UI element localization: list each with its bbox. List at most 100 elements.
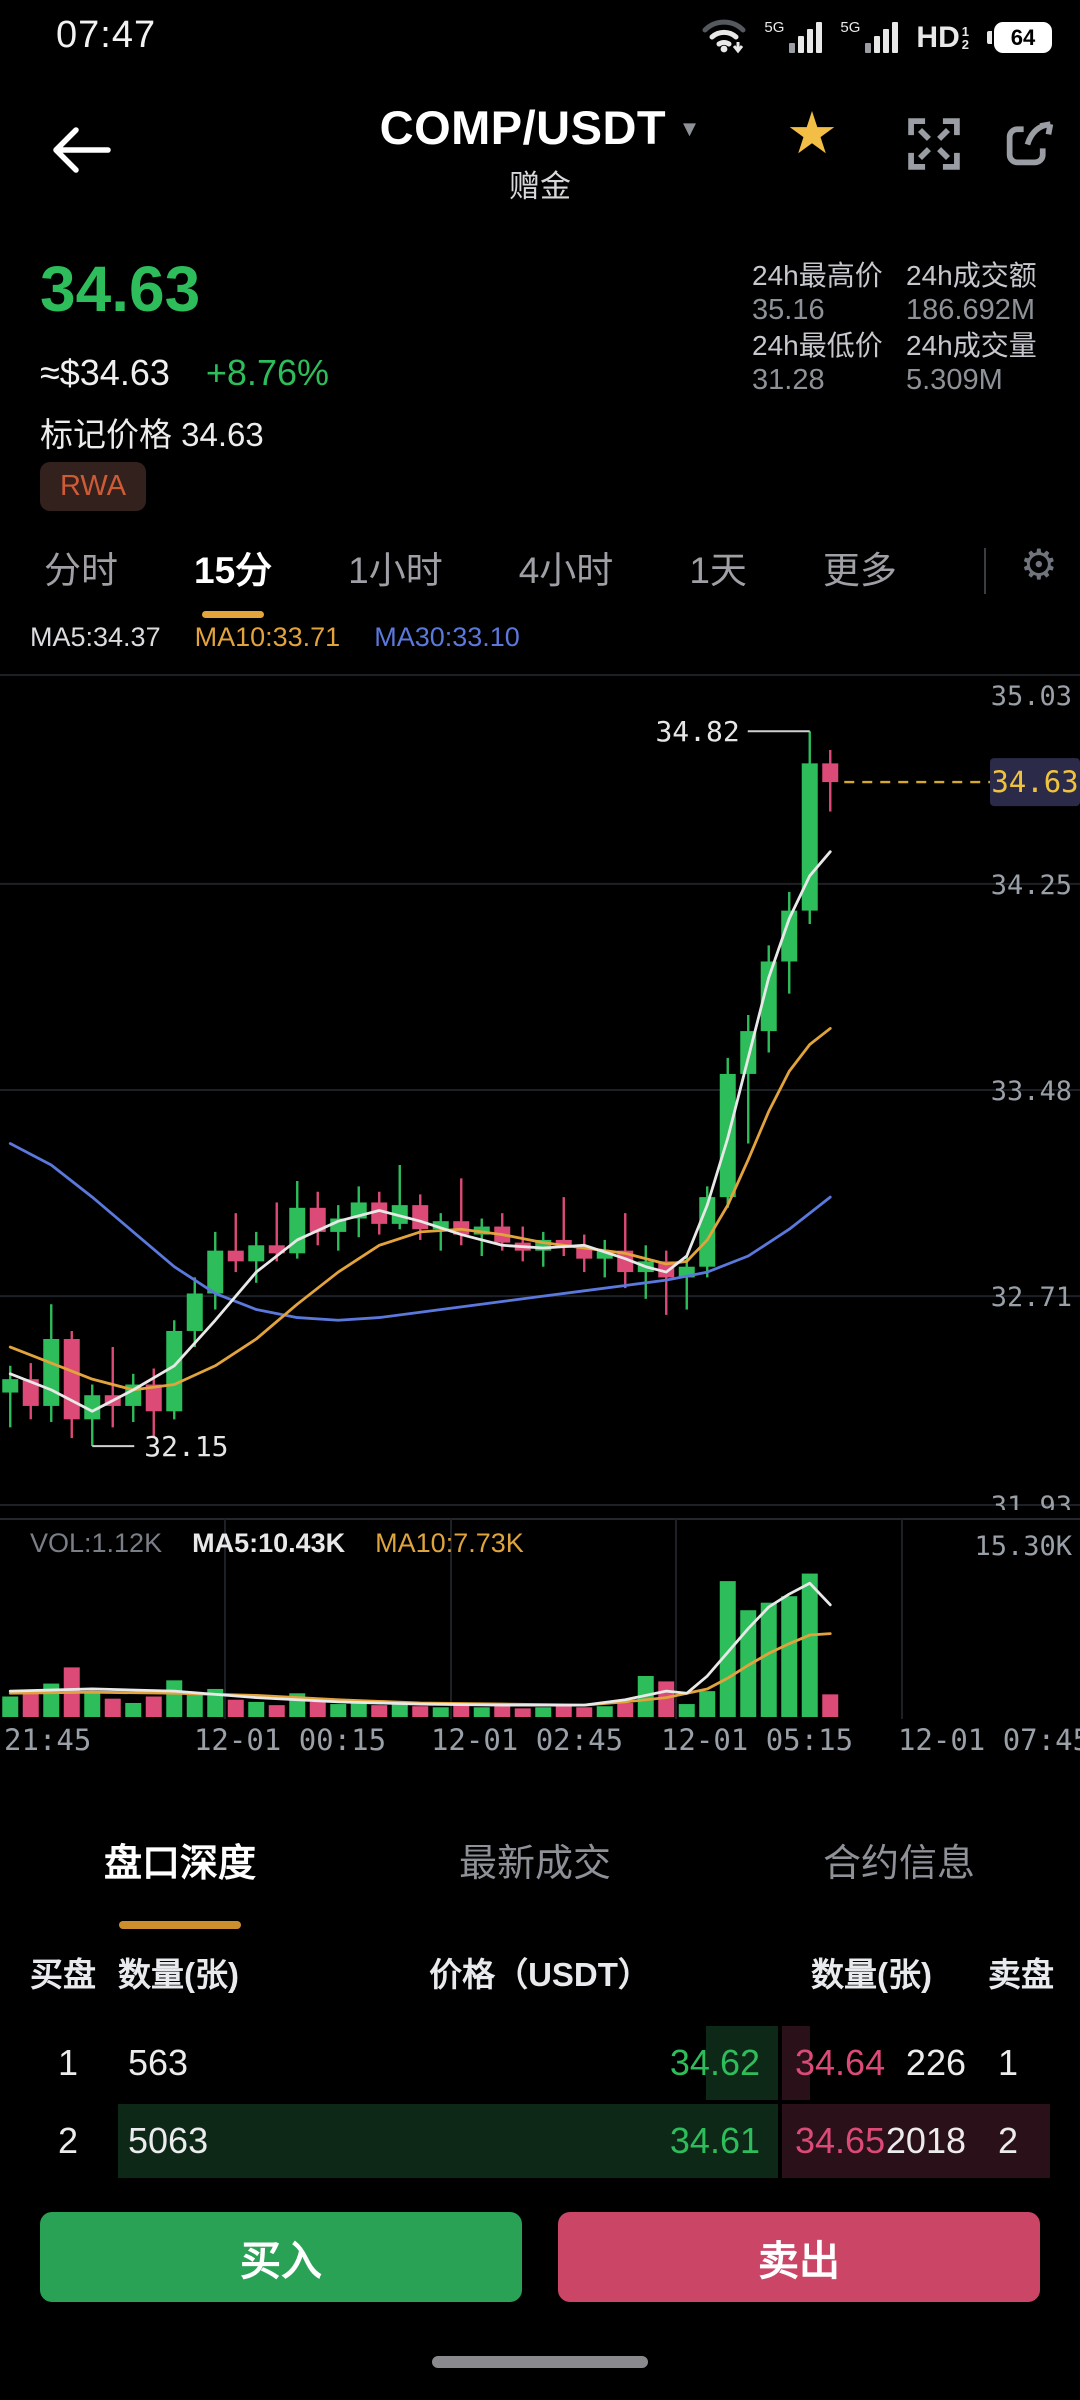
timeframe-tab-更多[interactable]: 更多	[822, 550, 897, 591]
volume-chart[interactable]: 15.30K	[0, 1515, 1080, 1727]
ask-price[interactable]: 34.65	[795, 2120, 886, 2161]
high-label: 24h最高价	[752, 260, 883, 291]
app-header: COMP/USDT ▼ 赠金 ★	[0, 100, 1080, 220]
bid-level: 1	[57, 2042, 79, 2083]
time-axis-label: 21:45	[4, 1723, 92, 1757]
battery-icon: 64	[987, 22, 1052, 53]
bid-price[interactable]: 34.61	[669, 2120, 760, 2161]
chevron-down-icon: ▼	[678, 116, 701, 141]
ask-quantity: 226	[905, 2042, 966, 2083]
ask-price[interactable]: 34.64	[795, 2042, 886, 2083]
back-button[interactable]	[44, 118, 116, 182]
orderbook-row-1: 1 563 34.62 34.64 226 1	[0, 2026, 1080, 2100]
time-axis-label: 12-01 07:45	[897, 1723, 1080, 1757]
hd-frac-bottom: 2	[961, 36, 969, 52]
high-value: 35.16	[752, 294, 825, 326]
orderbook-tab-盘口深度[interactable]: 盘口深度	[104, 1832, 256, 1887]
svg-text:32.15: 32.15	[144, 1430, 228, 1463]
hd-frac-top: 1	[961, 23, 969, 39]
hd-voice-icon: HD 1 2	[916, 21, 969, 55]
bid-side-header: 买盘	[30, 1956, 96, 1993]
orderbook-row-2: 2 5063 34.61 34.65 2018 2	[0, 2104, 1080, 2178]
svg-text:31.93: 31.93	[991, 1491, 1072, 1510]
low-label: 24h最低价	[752, 330, 883, 361]
vol-ma5-value: MA5:10.43K	[192, 1528, 346, 1558]
bid-price[interactable]: 34.62	[669, 2042, 760, 2083]
timeframe-tabs: 分时 15分 1小时 4小时 1天 更多	[44, 540, 944, 594]
bid-quantity: 563	[128, 2042, 189, 2083]
ma5-value: MA5:34.37	[30, 622, 161, 652]
clock: 07:47	[56, 14, 157, 56]
hd-label: HD	[916, 20, 960, 54]
favorite-star-icon[interactable]: ★	[786, 101, 838, 166]
wifi-icon	[702, 16, 746, 59]
divider	[984, 548, 986, 594]
action-buttons: 买入 卖出	[40, 2212, 1040, 2302]
battery-level: 64	[994, 22, 1052, 53]
ask-level: 1	[997, 2042, 1019, 2083]
svg-text:34.25: 34.25	[991, 870, 1072, 901]
buy-button[interactable]: 买入	[40, 2212, 522, 2302]
svg-text:34.82: 34.82	[655, 715, 739, 748]
signal-1-icon: 5G	[764, 19, 823, 53]
pair-selector[interactable]: COMP/USDT ▼ 赠金	[330, 100, 750, 206]
bid-quantity: 5063	[128, 2120, 209, 2161]
ask-side-header: 卖盘	[988, 1956, 1054, 1993]
timeframe-tab-1小时[interactable]: 1小时	[348, 550, 443, 591]
change-percent: +8.76%	[205, 352, 329, 393]
ask-level: 2	[997, 2120, 1019, 2161]
status-icons: 5G 5G HD 1 2 64	[702, 16, 1052, 59]
vol-ma10-value: MA10:7.73K	[375, 1528, 524, 1558]
page-title: COMP/USDT	[379, 101, 667, 154]
ma10-value: MA10:33.71	[194, 622, 341, 652]
signal-2-label: 5G	[840, 19, 861, 36]
ask-quantity: 2018	[885, 2120, 966, 2161]
bid-level: 2	[57, 2120, 79, 2161]
svg-text:34.63: 34.63	[991, 765, 1078, 799]
time-axis-label: 12-01 02:45	[430, 1723, 624, 1757]
share-icon[interactable]	[1002, 114, 1058, 175]
home-indicator[interactable]	[432, 2356, 648, 2368]
low-value: 31.28	[752, 364, 825, 396]
gear-icon[interactable]: ⚙	[1020, 541, 1058, 588]
status-bar: 07:47 5G 5G	[0, 0, 1080, 64]
vol-value: VOL:1.12K	[30, 1528, 163, 1558]
candlestick-chart[interactable]: 35.03 34.25 33.48 32.71 31.93 32.15 34.82 34.63	[0, 660, 1080, 1510]
mark-price: 标记价格 34.63	[40, 416, 264, 453]
volume-indicator-row: VOL:1.12K MA5:10.43K MA10:7.73K	[30, 1528, 524, 1559]
bid-qty-header: 数量(张)	[118, 1956, 239, 1993]
ask-depth-bar	[782, 2104, 1050, 2178]
timeframe-tab-1天[interactable]: 1天	[689, 550, 747, 591]
time-axis-label: 12-01 00:15	[193, 1723, 387, 1757]
time-axis: 21:45 12-01 00:15 12-01 02:45 12-01 05:15 12…	[0, 1723, 1080, 1759]
svg-text:15.30K: 15.30K	[974, 1531, 1072, 1562]
stats-column-1: 24h最高价 35.16 24h最低价 31.28	[752, 258, 902, 399]
signal-2-icon: 5G	[840, 19, 899, 53]
rwa-badge[interactable]: RWA	[40, 462, 147, 511]
fiat-approx: ≈$34.63	[40, 352, 170, 393]
ask-qty-header: 数量(张)	[811, 1956, 932, 1993]
orderbook-tab-合约信息[interactable]: 合约信息	[822, 1843, 976, 1885]
volume-label: 24h成交量	[906, 330, 1037, 361]
timeframe-tab-分时[interactable]: 分时	[44, 550, 118, 591]
fullscreen-icon[interactable]	[906, 116, 962, 177]
ma-indicator-row: MA5:34.37 MA10:33.71 MA30:33.10	[30, 622, 520, 653]
timeframe-tab-15分[interactable]: 15分	[194, 540, 272, 594]
svg-text:35.03: 35.03	[991, 681, 1072, 712]
orderbook-tab-最新成交[interactable]: 最新成交	[458, 1843, 612, 1885]
sell-button[interactable]: 卖出	[558, 2212, 1040, 2302]
last-price: 34.63	[40, 253, 201, 325]
stats-column-2: 24h成交额 186.692M 24h成交量 5.309M	[906, 258, 1080, 399]
orderbook-tabs: 盘口深度 最新成交 合约信息	[0, 1832, 1080, 1892]
svg-text:33.48: 33.48	[991, 1076, 1072, 1107]
ma30-value: MA30:33.10	[374, 622, 520, 652]
timeframe-tab-4小时[interactable]: 4小时	[518, 550, 614, 591]
time-axis-label: 12-01 05:15	[660, 1723, 854, 1757]
bid-depth-bar	[118, 2104, 778, 2178]
turnover-value: 186.692M	[906, 294, 1035, 326]
ask-depth-bar	[782, 2026, 810, 2100]
pair-subtitle: 赠金	[509, 169, 571, 204]
signal-1-label: 5G	[764, 19, 785, 36]
fiat-row: ≈$34.63 +8.76%	[40, 352, 329, 394]
